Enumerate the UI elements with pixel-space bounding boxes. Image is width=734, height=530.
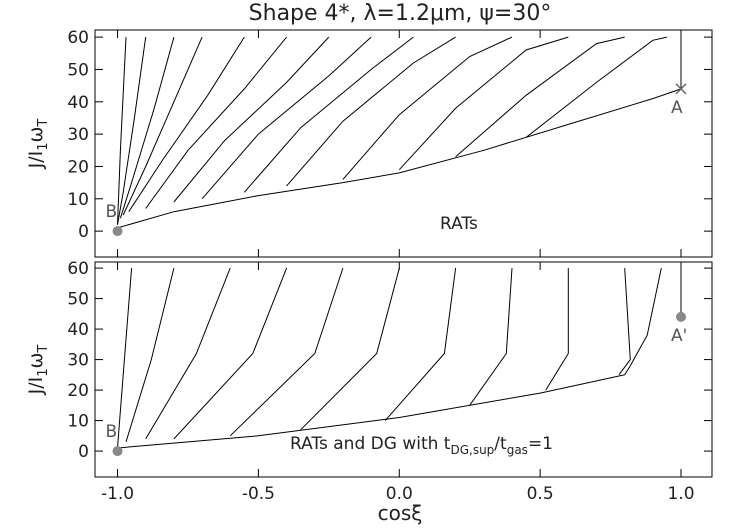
y-axis-label-part: T bbox=[36, 119, 51, 128]
x-axis-label: cosξ bbox=[378, 501, 423, 525]
y-tick-label: 60 bbox=[67, 259, 89, 279]
trajectory bbox=[201, 36, 372, 200]
y-tick-label: 10 bbox=[67, 412, 89, 432]
trajectory bbox=[243, 36, 414, 193]
trajectory bbox=[145, 267, 231, 440]
annotation-part: RATs bbox=[440, 214, 478, 234]
y-tick-label: 30 bbox=[67, 351, 89, 371]
trajectory bbox=[117, 37, 127, 225]
trajectory bbox=[618, 268, 631, 376]
point-label: B bbox=[106, 422, 118, 442]
trajectory bbox=[173, 267, 288, 440]
y-tick-label: 50 bbox=[67, 290, 89, 310]
annotation-part: =1 bbox=[528, 434, 553, 454]
y-tick-label: 0 bbox=[78, 442, 89, 462]
y-tick-label: 50 bbox=[67, 60, 89, 80]
y-tick-label: 20 bbox=[67, 157, 89, 177]
plot-frame bbox=[94, 261, 713, 478]
point-label: A' bbox=[671, 326, 687, 346]
y-tick-label: 40 bbox=[67, 93, 89, 113]
plot-frame bbox=[94, 29, 713, 258]
trajectory bbox=[119, 36, 175, 219]
y-tick-label: 30 bbox=[67, 125, 89, 145]
x-tick-label: 1.0 bbox=[667, 484, 694, 504]
trajectory bbox=[624, 267, 662, 376]
y-tick-label: 40 bbox=[67, 320, 89, 340]
point-marker bbox=[675, 83, 687, 95]
chart-title: Shape 4*, λ=1.2μm, ψ=30° bbox=[249, 1, 552, 26]
y-axis-label-part: J/I bbox=[25, 151, 47, 170]
annotation-part: /t bbox=[494, 434, 507, 454]
trajectory bbox=[117, 88, 682, 229]
x-tick-label: 0.5 bbox=[527, 484, 554, 504]
trajectory bbox=[117, 374, 625, 449]
point-marker bbox=[676, 311, 687, 322]
y-axis-label-part: T bbox=[36, 345, 51, 354]
trajectory bbox=[525, 36, 668, 138]
trajectory bbox=[117, 268, 133, 449]
y-axis-label-part: ω bbox=[25, 127, 47, 143]
trajectory bbox=[384, 268, 457, 421]
annotation: RATs bbox=[440, 214, 478, 234]
trajectory bbox=[128, 36, 245, 212]
y-axis-label-part: ω bbox=[25, 353, 47, 369]
trajectory bbox=[342, 36, 513, 180]
annotation-part: RATs and DG with t bbox=[290, 434, 451, 454]
trajectory bbox=[455, 36, 625, 158]
trajectory bbox=[545, 268, 569, 391]
trajectory bbox=[286, 36, 456, 187]
x-tick-label: -1.0 bbox=[101, 484, 134, 504]
y-tick-label: 20 bbox=[67, 381, 89, 401]
y-tick-label: 10 bbox=[67, 190, 89, 210]
point-marker bbox=[112, 226, 123, 237]
y-axis-label: J/I1ωT bbox=[25, 345, 51, 396]
y-axis-label: J/I1ωT bbox=[25, 119, 51, 170]
x-tick-label: -0.5 bbox=[242, 484, 275, 504]
trajectory bbox=[469, 268, 513, 406]
point-label: A bbox=[671, 98, 683, 118]
x-tick-label: 0.0 bbox=[386, 484, 413, 504]
trajectory bbox=[173, 36, 330, 203]
y-axis-label-part: J/I bbox=[25, 377, 47, 396]
annotation: RATs and DG with tDG,sup/tgas=1 bbox=[290, 434, 553, 457]
trajectory bbox=[398, 36, 569, 171]
y-axis-label-part: 1 bbox=[36, 142, 51, 150]
trajectory bbox=[145, 36, 287, 209]
trajectory bbox=[125, 267, 175, 443]
trajectory bbox=[117, 37, 147, 225]
y-axis-label-part: 1 bbox=[36, 368, 51, 376]
trajectory bbox=[300, 267, 400, 431]
annotation-part: gas bbox=[507, 443, 528, 457]
trajectory bbox=[122, 36, 203, 216]
point-label: B bbox=[106, 202, 118, 222]
y-tick-label: 60 bbox=[67, 28, 89, 48]
point-marker bbox=[112, 446, 123, 457]
y-tick-label: 0 bbox=[78, 222, 89, 242]
trajectory bbox=[229, 267, 344, 437]
annotation-part: DG,sup bbox=[450, 443, 494, 457]
